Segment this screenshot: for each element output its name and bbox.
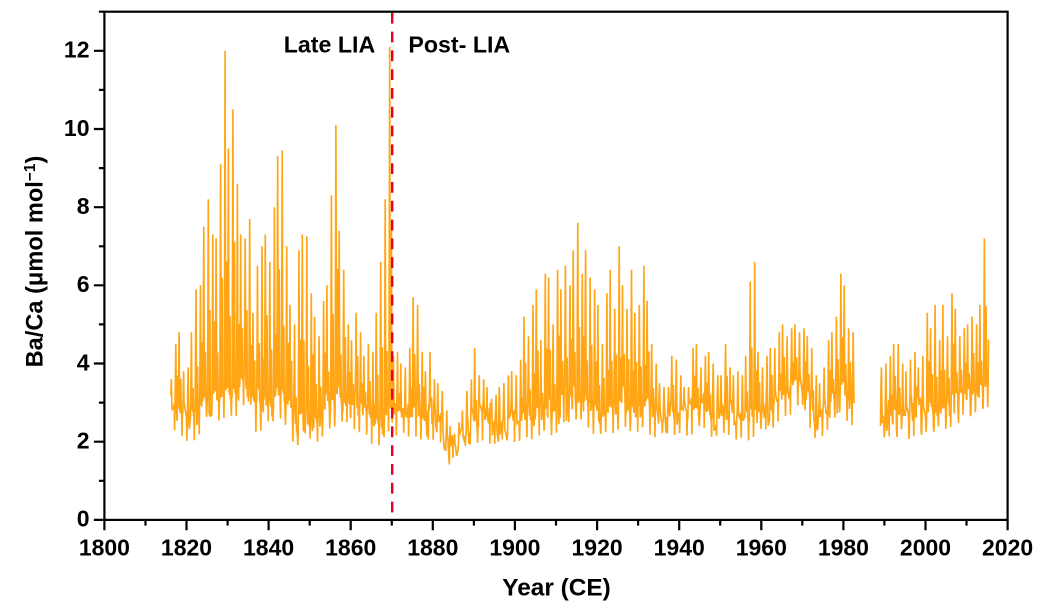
svg-text:2: 2 <box>77 428 90 454</box>
svg-text:1980: 1980 <box>818 535 869 561</box>
svg-text:1960: 1960 <box>736 535 787 561</box>
svg-text:0: 0 <box>77 506 90 532</box>
svg-text:1920: 1920 <box>572 535 623 561</box>
svg-text:Post- LIA: Post- LIA <box>408 31 510 57</box>
svg-text:8: 8 <box>77 193 90 219</box>
svg-text:1840: 1840 <box>243 535 294 561</box>
svg-text:2020: 2020 <box>982 535 1033 561</box>
svg-text:4: 4 <box>77 349 90 375</box>
svg-text:12: 12 <box>64 37 90 63</box>
svg-text:1860: 1860 <box>325 535 376 561</box>
svg-text:10: 10 <box>64 115 90 141</box>
svg-text:Late LIA: Late LIA <box>284 31 376 57</box>
svg-text:Year (CE): Year (CE) <box>502 574 610 601</box>
svg-text:Ba/Ca (μmol mol−1): Ba/Ca (μmol mol−1) <box>22 156 49 368</box>
svg-text:1800: 1800 <box>79 535 130 561</box>
svg-text:2000: 2000 <box>900 535 951 561</box>
svg-text:1880: 1880 <box>407 535 458 561</box>
svg-text:1940: 1940 <box>654 535 705 561</box>
svg-text:6: 6 <box>77 271 90 297</box>
svg-text:1900: 1900 <box>489 535 540 561</box>
svg-text:1820: 1820 <box>161 535 212 561</box>
